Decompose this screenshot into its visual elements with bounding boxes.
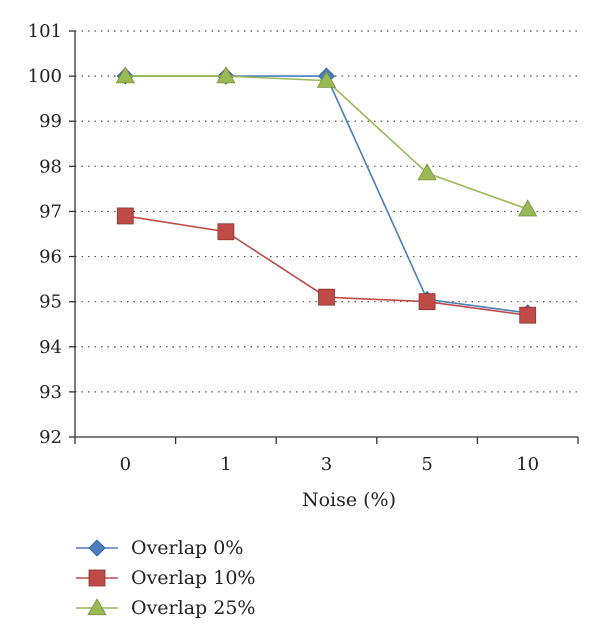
legend-label: Overlap 0% xyxy=(131,537,243,559)
legend: Overlap 0% Overlap 10% Overlap 25% xyxy=(76,537,255,619)
data-point xyxy=(318,288,335,306)
data-point xyxy=(518,199,538,217)
y-tick-label: 101 xyxy=(28,21,62,42)
y-tick-label: 92 xyxy=(39,427,62,448)
y-tick-labels: 92 93 94 95 96 97 98 99 100 101 xyxy=(28,21,62,448)
data-point xyxy=(115,66,135,84)
y-tick-label: 97 xyxy=(39,201,62,222)
y-tick-label: 95 xyxy=(39,292,62,313)
y-tick-label: 93 xyxy=(39,382,62,403)
series-2 xyxy=(115,66,538,217)
series-layer xyxy=(115,66,538,324)
y-tick-label: 98 xyxy=(39,156,62,177)
series-line xyxy=(125,75,528,210)
data-point xyxy=(217,223,235,241)
data-point xyxy=(417,163,437,181)
x-tick-label: 1 xyxy=(220,454,231,475)
x-axis-title: Noise (%) xyxy=(302,489,396,511)
legend-label: Overlap 25% xyxy=(131,597,255,619)
legend-label: Overlap 10% xyxy=(131,567,255,589)
legend-marker xyxy=(88,569,106,587)
y-tick-label: 99 xyxy=(39,111,62,132)
y-tick-label: 94 xyxy=(39,337,62,358)
data-point xyxy=(216,66,236,84)
y-tick-label: 96 xyxy=(39,247,62,268)
data-point xyxy=(519,306,537,324)
x-tick-label: 5 xyxy=(421,454,432,475)
data-point xyxy=(418,293,436,311)
data-point xyxy=(116,207,134,225)
series-1 xyxy=(116,207,537,324)
x-tick-label: 0 xyxy=(120,454,131,475)
legend-item: Overlap 25% xyxy=(76,597,255,619)
data-point xyxy=(316,70,337,88)
x-tick-labels: 0 1 3 5 10 xyxy=(120,454,540,475)
legend-item: Overlap 10% xyxy=(76,567,255,589)
y-tick-label: 100 xyxy=(28,66,62,87)
x-tick-label: 10 xyxy=(516,454,539,475)
legend-marker xyxy=(87,598,107,616)
series-0 xyxy=(116,67,537,322)
series-line xyxy=(125,75,528,314)
legend-item: Overlap 0% xyxy=(76,537,243,559)
legend-marker xyxy=(88,539,106,557)
axes xyxy=(69,30,579,444)
x-tick-label: 3 xyxy=(321,454,332,475)
